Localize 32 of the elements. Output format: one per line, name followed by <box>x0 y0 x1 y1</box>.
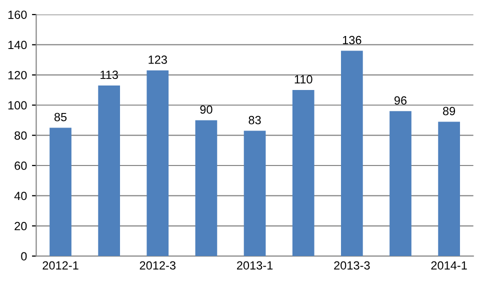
y-tick-label: 0 <box>21 252 27 260</box>
data-label: 90 <box>200 105 212 114</box>
data-label: 110 <box>294 75 312 84</box>
bar <box>390 111 412 256</box>
x-tick-label: 2013-1 <box>237 261 273 270</box>
data-label: 136 <box>342 36 362 44</box>
bar <box>50 128 72 256</box>
bar <box>195 120 218 256</box>
x-tick-label: 2012-1 <box>42 261 78 270</box>
bar <box>438 122 460 256</box>
bar <box>146 70 169 256</box>
bar <box>340 50 363 256</box>
y-tick-label: 40 <box>14 192 27 200</box>
bar <box>98 86 120 256</box>
data-label: 83 <box>248 116 261 124</box>
data-label: 85 <box>54 112 67 122</box>
bar <box>292 90 314 256</box>
data-label: 96 <box>394 96 407 105</box>
y-tick-label: 140 <box>8 40 27 50</box>
bar <box>244 130 266 256</box>
y-tick-label: 80 <box>14 131 27 140</box>
data-label: 123 <box>148 56 167 64</box>
x-tick-label: 2014-1 <box>431 261 467 270</box>
x-tick-label: 2013-3 <box>334 261 370 270</box>
y-tick-label: 20 <box>14 222 27 230</box>
y-tick-label: 120 <box>8 70 27 80</box>
y-tick-label: 160 <box>8 10 27 19</box>
x-tick-label: 2012-3 <box>140 261 176 270</box>
data-label: 89 <box>443 106 456 116</box>
y-tick-label: 100 <box>8 101 27 110</box>
y-tick-label: 60 <box>14 162 27 170</box>
data-label: 113 <box>100 70 118 79</box>
